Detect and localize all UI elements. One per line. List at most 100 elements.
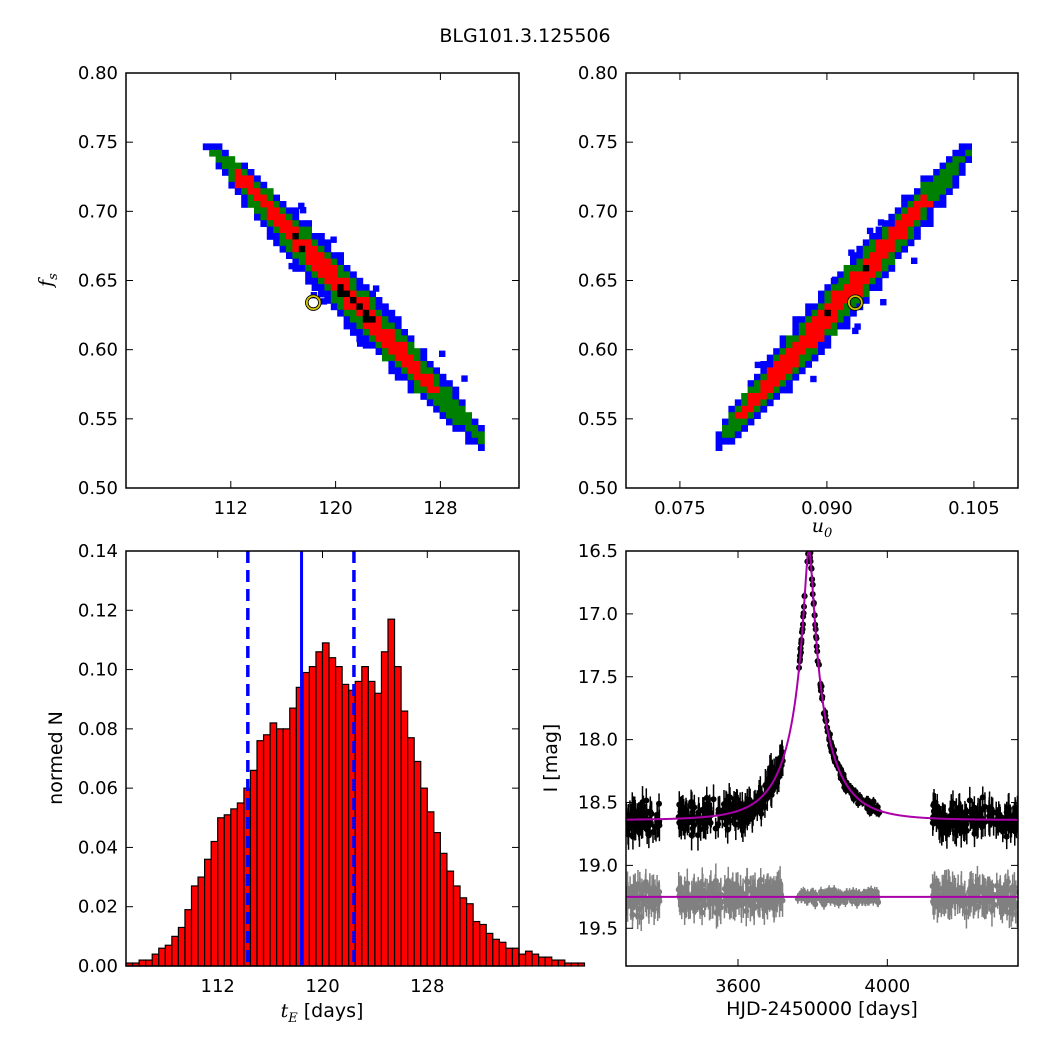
p2-contour-cell xyxy=(830,297,838,304)
p1-contour-cell xyxy=(330,284,338,291)
p1-contour-cell xyxy=(279,239,287,247)
p2-contour-cell xyxy=(734,412,742,419)
p2-contour-cell xyxy=(856,265,864,272)
p1-contour-cell xyxy=(241,162,248,170)
p2-contour-cell xyxy=(850,284,857,291)
data-point xyxy=(694,832,701,839)
p2-contour-cell xyxy=(894,207,902,215)
histogram-bar xyxy=(544,956,553,967)
p2-contour-cell xyxy=(920,201,928,208)
p1-contour-cell xyxy=(234,188,242,195)
p1-contour-cell xyxy=(305,265,312,272)
p3-xlabel-unit: [days] xyxy=(304,1000,364,1022)
p1-contour-cell xyxy=(362,309,370,317)
p2-ytick-label: 0.75 xyxy=(578,132,618,153)
p1-contour-cell xyxy=(337,309,344,317)
p2-contour-cell xyxy=(888,258,896,266)
p4-ytick-label: 18.0 xyxy=(578,730,618,751)
p1-contour-cell xyxy=(330,252,338,259)
p2-contour-cell xyxy=(830,290,838,298)
p2-contour-cell xyxy=(741,425,748,432)
p1-contour-cell xyxy=(357,340,364,347)
p2-contour-cell xyxy=(786,386,793,394)
p1-contour-cell xyxy=(311,284,319,291)
p1-contour-cell xyxy=(433,399,440,407)
p1-axis-ticks: 112 120 128 0.50 0.55 0.60 0.65 0.70 0.75 0.80 xyxy=(78,63,519,519)
p1-contour-cell xyxy=(292,252,300,259)
p1-contour-cell xyxy=(350,284,357,291)
residual-point xyxy=(770,898,777,905)
residual-point xyxy=(854,900,861,907)
p2-contour-cell xyxy=(830,309,838,317)
p2-contour-cell xyxy=(805,335,812,343)
p2-contour-cell xyxy=(894,226,902,234)
p2-contour-cell xyxy=(766,354,774,362)
p1-contour-cell xyxy=(362,335,370,343)
p2-contour-cell xyxy=(766,386,774,394)
p2-contour-cell xyxy=(862,297,870,304)
p2-contour-cell xyxy=(811,309,819,317)
p1-contour-cell xyxy=(222,149,229,157)
data-point xyxy=(1008,822,1015,829)
data-point xyxy=(643,797,650,804)
data-point xyxy=(752,803,759,810)
p1-contour-cell xyxy=(228,156,236,163)
p2-contour-cell xyxy=(926,201,934,208)
residual-point xyxy=(743,878,750,885)
p1-contour-cell xyxy=(452,418,460,426)
p2-contour-cell xyxy=(811,303,819,311)
p1-contour-cell xyxy=(382,335,389,343)
p2-contour-cell xyxy=(939,162,947,170)
p1-contour-cell xyxy=(382,329,389,336)
p1-contour-cell xyxy=(388,367,396,375)
p2-contour-cell xyxy=(958,169,966,176)
p1-contour-cell xyxy=(337,265,344,272)
p1-contour-cell xyxy=(324,239,332,247)
p1-contour-cell xyxy=(286,220,293,227)
p2-contour-cell xyxy=(939,201,947,208)
p2-contour-cell xyxy=(728,405,736,413)
p1-ytick-label: 0.65 xyxy=(78,271,118,292)
p2-contour-cell xyxy=(830,316,838,323)
p1-contour-cell xyxy=(343,271,351,279)
residual-point xyxy=(677,889,684,896)
data-point xyxy=(952,830,959,837)
p1-contour-cell xyxy=(458,399,466,407)
residual-point xyxy=(732,900,739,907)
p1-contour-cell xyxy=(292,226,300,234)
histogram-bar xyxy=(472,920,481,967)
p1-contour-cell xyxy=(305,271,312,279)
p1-contour-cell xyxy=(433,386,440,394)
p2-contour-cell xyxy=(805,348,812,355)
p1-contour-cell xyxy=(305,226,312,234)
p1-contour-cell xyxy=(446,386,453,394)
p1-contour-cell xyxy=(452,393,460,400)
histogram-bar xyxy=(564,962,572,967)
p1-contour-cell xyxy=(260,220,268,227)
p2-contour-cell xyxy=(741,418,748,426)
p3-ytick-label: 0.14 xyxy=(78,541,118,562)
histogram-bar xyxy=(531,953,540,967)
p2-contour-cell xyxy=(939,175,947,183)
p1-contour-cell xyxy=(311,252,319,259)
p1-ytick-label: 0.75 xyxy=(78,132,118,153)
p2-contour-cell xyxy=(805,309,812,317)
p2-contour-cell xyxy=(888,245,896,253)
p1-contour-cell xyxy=(356,335,364,343)
p2-contour-cell xyxy=(933,201,940,208)
p2-contour-cell xyxy=(882,271,889,279)
p1-contour-cell xyxy=(382,348,389,355)
histogram-bar xyxy=(190,885,199,967)
p2-contour-cell xyxy=(766,373,774,381)
histogram-bar xyxy=(184,909,193,967)
p2-contour-cell xyxy=(882,265,889,272)
p2-contour-cell xyxy=(747,405,755,413)
p1-contour-cell xyxy=(292,258,300,266)
p2-contour-cell xyxy=(926,213,934,221)
p2-contour-cell xyxy=(843,309,851,317)
p2-contour-cell xyxy=(946,169,953,176)
p2-axes-frame xyxy=(625,72,1019,489)
p2-contour-cell xyxy=(843,303,851,311)
p3-ytick-label: 0.10 xyxy=(78,660,118,681)
p3-xtick-label: 128 xyxy=(410,976,444,997)
